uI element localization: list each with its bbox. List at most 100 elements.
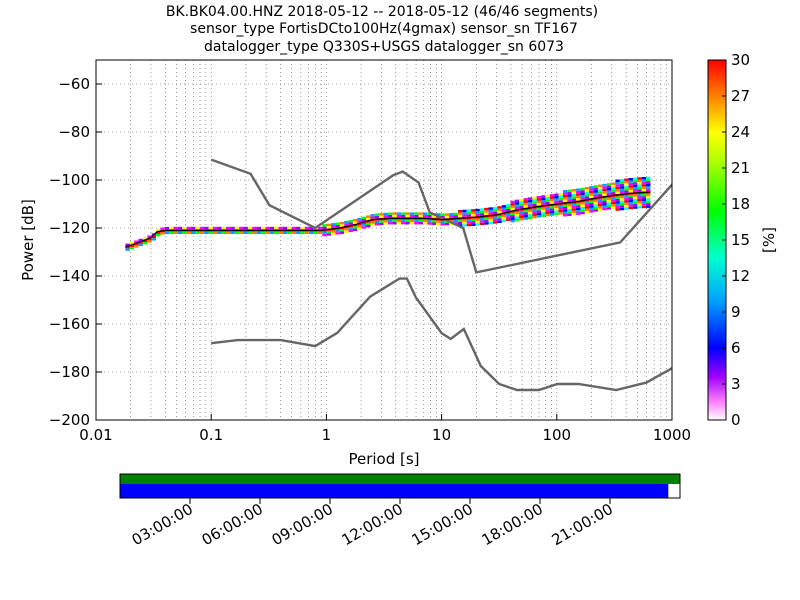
heatmap-cell [580, 202, 585, 205]
heatmap-cell [589, 210, 594, 213]
heatmap-cell [567, 191, 572, 195]
heatmap-cell [589, 186, 594, 189]
heatmap-cell [134, 245, 139, 248]
heatmap-cell [383, 222, 388, 225]
heatmap-cell [562, 194, 568, 198]
heatmap-cell [134, 240, 139, 243]
heatmap-cell [331, 230, 336, 233]
colorbar-label: [%] [760, 227, 778, 253]
heatmap-cell [409, 214, 415, 218]
heatmap-cell [584, 191, 590, 195]
heatmap-cell [584, 203, 590, 207]
heatmap-cell [632, 179, 638, 183]
colorbar-tick-label: 27 [731, 87, 750, 105]
heatmap-cell [414, 219, 419, 222]
heatmap-cell [624, 204, 629, 208]
heatmap-cell [527, 199, 533, 203]
heatmap-cell [383, 219, 388, 223]
heatmap-cell [462, 221, 467, 225]
heatmap-cell [641, 196, 647, 199]
heatmap-cell [392, 214, 397, 218]
heatmap-cell [514, 216, 520, 219]
colorbar-tick-label: 15 [731, 231, 750, 249]
heatmap-cell [602, 191, 607, 194]
heatmap-cell [514, 218, 520, 222]
heatmap-cell [471, 221, 476, 224]
heatmap-cell [510, 200, 515, 204]
heatmap-cell [646, 205, 651, 208]
heatmap-cell [401, 222, 406, 225]
heatmap-cell [484, 217, 489, 220]
heatmap-cell [370, 221, 375, 224]
heatmap-cell [466, 221, 472, 224]
heatmap-cell [335, 222, 340, 225]
heatmap-cell [287, 231, 292, 234]
heatmap-cell [567, 206, 572, 209]
chart-title-line-3: datalogger_type Q330S+USGS datalogger_sn… [204, 39, 564, 55]
heatmap-cell [462, 224, 467, 227]
heatmap-cell [562, 209, 568, 212]
heatmap-cell [558, 212, 563, 215]
heatmap-cell [396, 212, 402, 215]
heatmap-cell [611, 206, 616, 209]
heatmap-cell [125, 243, 130, 246]
heatmap-cell [576, 205, 581, 208]
heatmap-cell [554, 198, 559, 201]
heatmap-cell [541, 195, 546, 198]
heatmap-cell [497, 218, 502, 221]
heatmap-cell [589, 195, 594, 199]
heatmap-cell [510, 203, 515, 206]
heatmap-cell [514, 214, 520, 217]
heatmap-cell [532, 213, 537, 216]
heatmap-cell [221, 231, 227, 234]
heatmap-cell [304, 231, 310, 234]
heatmap-cell [549, 201, 555, 204]
heatmap-cell [212, 226, 218, 230]
heatmap-cell [366, 217, 371, 221]
x-tick-label: 0.01 [79, 426, 112, 444]
heatmap-cell [637, 177, 642, 180]
heatmap-cell [226, 231, 231, 234]
heatmap-cell [453, 212, 458, 216]
heatmap-cell [624, 188, 629, 191]
heatmap-cell [414, 214, 419, 218]
heatmap-cell [449, 222, 454, 226]
heatmap-cell [374, 223, 380, 226]
heatmap-cell [226, 226, 231, 230]
heatmap-cell [624, 202, 629, 205]
heatmap-cell [580, 204, 585, 207]
heatmap-cell [471, 211, 476, 214]
heatmap-cell [619, 191, 625, 194]
heatmap-cell [611, 196, 616, 200]
heatmap-cell [624, 185, 629, 189]
heatmap-cell [457, 212, 463, 215]
heatmap-cell [545, 199, 550, 202]
heatmap-cell [409, 212, 415, 215]
heatmap-cell [514, 202, 520, 205]
heatmap-cell [457, 214, 463, 218]
mode-line-group [125, 191, 651, 248]
coverage-tick-label: 09:00:00 [269, 500, 336, 549]
heatmap-cell [519, 213, 524, 216]
heatmap-cell [186, 226, 192, 230]
heatmap-cell [619, 203, 625, 206]
heatmap-cell [488, 207, 493, 210]
heatmap-cell [615, 201, 620, 204]
heatmap-cell [523, 214, 528, 218]
heatmap-cell [536, 212, 542, 216]
heatmap-cell [584, 206, 590, 209]
heatmap-cell [562, 211, 568, 215]
heatmap-cell [156, 231, 161, 234]
heatmap-cell [191, 231, 196, 234]
heatmap-cell [593, 190, 598, 193]
heatmap-cell [571, 193, 577, 197]
heatmap-cell [125, 248, 130, 251]
y-tick-label: −160 [49, 315, 90, 333]
heatmap-cell [331, 223, 336, 226]
heatmap-cell [532, 208, 537, 212]
heatmap-cell [304, 226, 310, 230]
heatmap-cell [523, 212, 528, 215]
heatmap-cell [379, 213, 384, 216]
heatmap-cell [374, 213, 380, 216]
x-tick-label: 1000 [653, 426, 691, 444]
